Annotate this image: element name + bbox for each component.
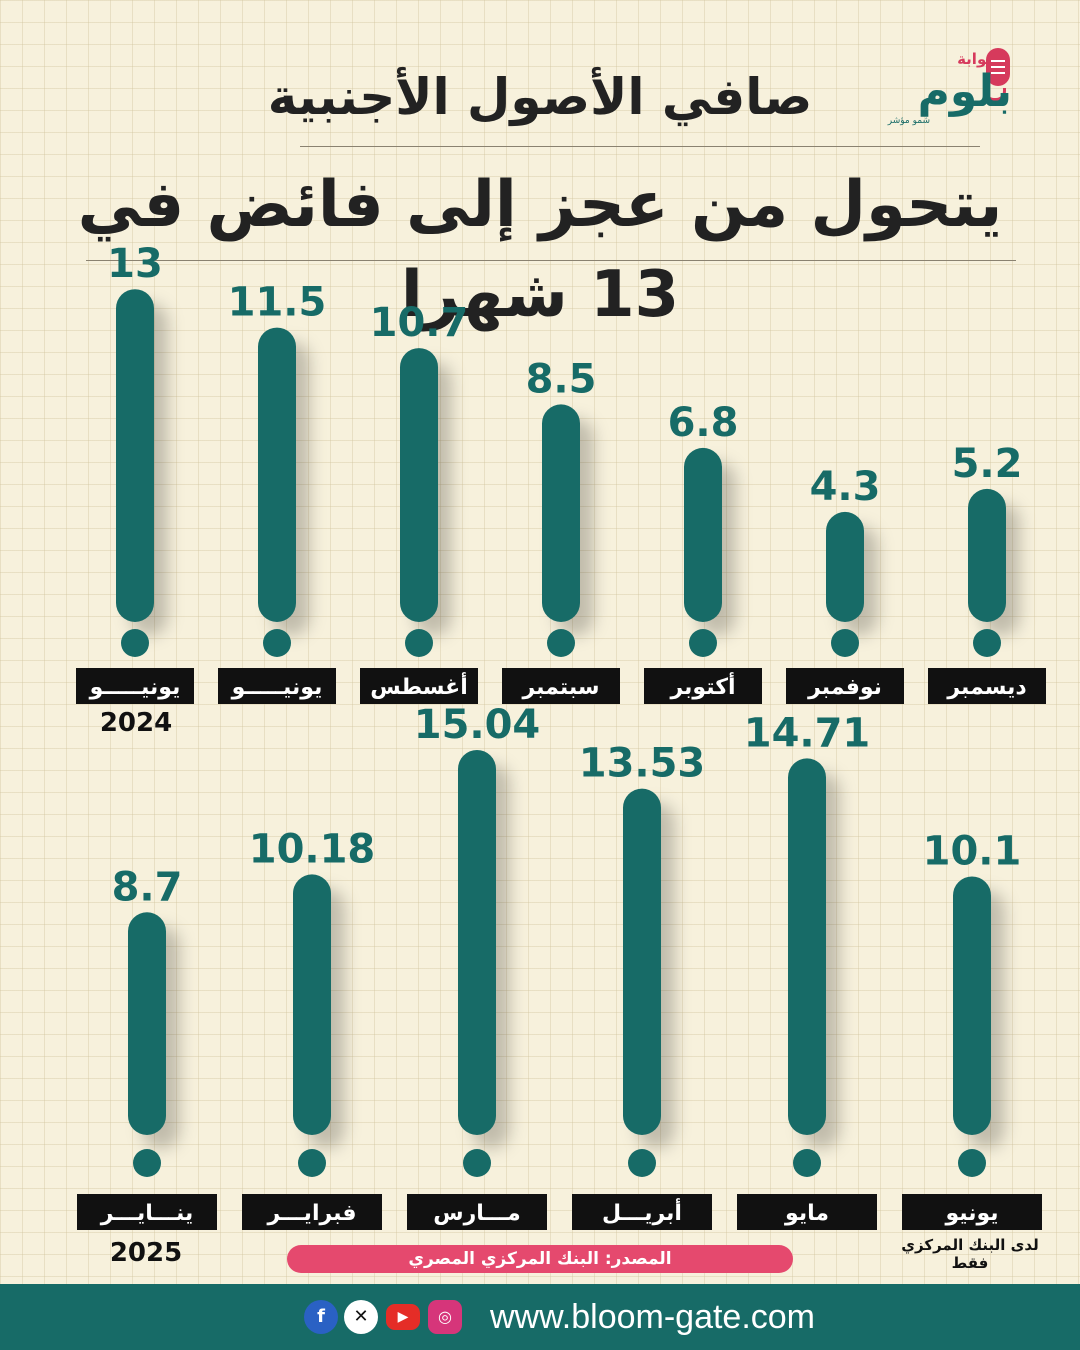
website-url[interactable]: www.bloom-gate.com <box>490 1298 816 1336</box>
footer-bar: f ✕ ▶ ◎ www.bloom-gate.com <box>0 1284 1080 1350</box>
value-label: 8.7 <box>112 864 183 910</box>
month-label: ديسمبر <box>946 675 1026 700</box>
month-label: نوفمبر <box>807 675 882 700</box>
bloom-logo: بوابة بلوم شمو مؤشر <box>880 40 1030 140</box>
facebook-icon[interactable]: f <box>304 1300 338 1334</box>
bar-2024-6 <box>968 488 1006 622</box>
month-label-bg <box>242 1194 382 1230</box>
month-label-bg <box>77 1194 217 1230</box>
title-line-1: صافي الأصول الأجنبية <box>267 68 813 126</box>
bar-2025-0 <box>128 912 166 1135</box>
value-label: 8.5 <box>526 356 597 402</box>
logo-main-text: بلوم <box>917 66 1012 117</box>
month-label: سبتمبر <box>521 675 599 700</box>
bar-2025-3 <box>623 788 661 1135</box>
bar-2024-4 <box>684 447 722 622</box>
bar-2024-2 <box>400 348 438 622</box>
value-label: 14.71 <box>744 710 871 756</box>
month-label: ينـــايـــر <box>100 1201 194 1226</box>
month-label-bg <box>76 668 194 704</box>
bar-2024-1 <box>258 327 296 622</box>
month-label: مـــارس <box>433 1201 520 1226</box>
month-label-bg <box>902 1194 1042 1230</box>
bar-dot <box>628 1149 656 1177</box>
logo-sub-text: شمو مؤشر <box>887 116 930 126</box>
bar-dot <box>463 1149 491 1177</box>
bar-dot <box>793 1149 821 1177</box>
source-badge: المصدر: البنك المركزي المصري <box>287 1245 793 1273</box>
value-label: 15.04 <box>414 702 541 748</box>
bar-2025-2 <box>458 749 496 1135</box>
x-icon[interactable]: ✕ <box>344 1300 378 1334</box>
month-label-bg <box>360 668 478 704</box>
value-label: 10.1 <box>923 828 1022 874</box>
month-label-bg <box>218 668 336 704</box>
microphone-stand-icon <box>984 88 1006 101</box>
bar-2025-1 <box>293 874 331 1135</box>
bar-dot <box>689 629 717 657</box>
bar-2025-5 <box>953 876 991 1135</box>
value-label: 4.3 <box>810 464 881 510</box>
month-label-bg <box>407 1194 547 1230</box>
bar-dot <box>958 1149 986 1177</box>
bar-2024-0 <box>116 289 154 622</box>
youtube-icon[interactable]: ▶ <box>386 1304 420 1330</box>
month-label: أبريـــل <box>602 1197 682 1226</box>
month-label: أغسطس <box>370 671 468 700</box>
value-label: 13 <box>107 241 163 287</box>
bar-dot <box>121 629 149 657</box>
month-label-bg <box>737 1194 877 1230</box>
month-label: يونيـــــو <box>89 675 181 700</box>
value-label: 5.2 <box>952 441 1023 487</box>
month-label: أكتوبر <box>669 671 735 700</box>
year-label-2024: 2024 <box>99 708 173 738</box>
value-label: 13.53 <box>579 741 706 787</box>
title-underline <box>86 260 1016 261</box>
title-line-2: يتحول من عجز إلى فائض في 13 شهرا <box>77 168 1003 332</box>
value-label: 6.8 <box>668 400 739 446</box>
bar-2025-4 <box>788 758 826 1135</box>
value-label: 10.7 <box>370 300 469 346</box>
month-label: مايو <box>784 1201 829 1226</box>
bar-dot <box>973 629 1001 657</box>
year-label-2025: 2025 <box>109 1238 183 1268</box>
title-divider <box>300 146 980 147</box>
logo-top-text: بوابة <box>957 50 992 68</box>
value-label: 11.5 <box>228 280 327 326</box>
instagram-icon[interactable]: ◎ <box>428 1300 462 1334</box>
bar-dot <box>263 629 291 657</box>
month-label-bg <box>572 1194 712 1230</box>
microphone-icon <box>986 48 1010 86</box>
bar-dot <box>405 629 433 657</box>
bar-dot <box>133 1149 161 1177</box>
bar-dot <box>547 629 575 657</box>
bar-2024-3 <box>542 404 580 622</box>
bar-dot <box>298 1149 326 1177</box>
bar-2024-5 <box>826 511 864 622</box>
month-label: يونيو <box>944 1201 998 1226</box>
month-label: فبرايـــر <box>266 1201 356 1226</box>
month-label: يونيـــــو <box>231 675 323 700</box>
footnote: لدى البنك المركزي فقط <box>901 1236 1039 1272</box>
bar-dot <box>831 629 859 657</box>
value-label: 10.18 <box>249 826 376 872</box>
month-label-bg <box>644 668 762 704</box>
month-label-bg <box>928 668 1046 704</box>
month-label-bg <box>502 668 620 704</box>
month-label-bg <box>786 668 904 704</box>
